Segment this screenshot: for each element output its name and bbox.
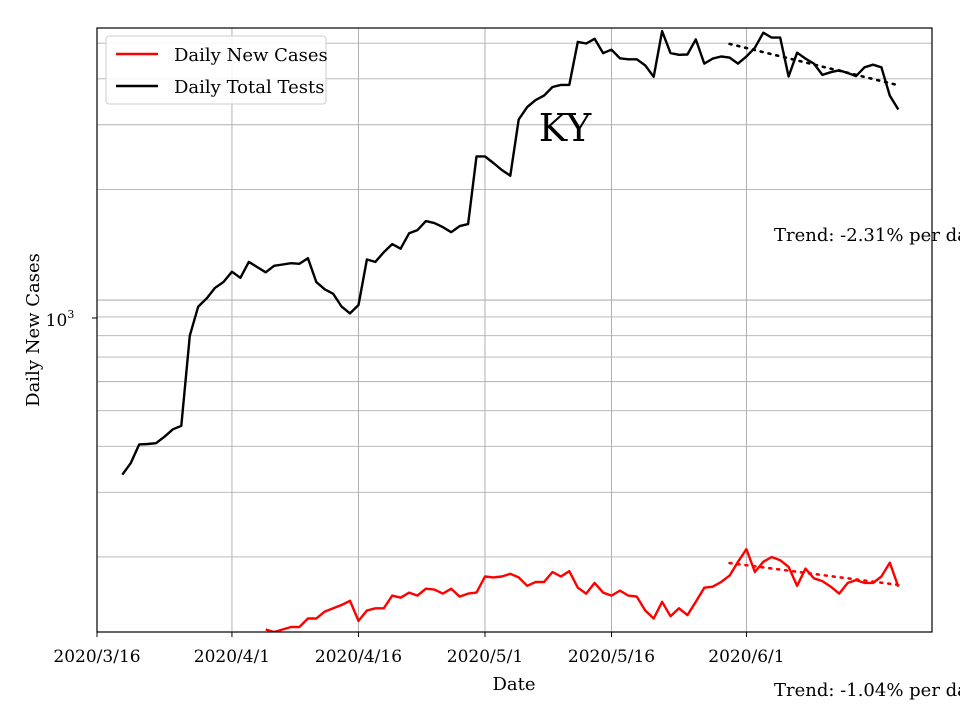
trend-line-tests	[728, 42, 900, 87]
x-tick-label: 2020/6/1	[708, 647, 784, 667]
trend-label-tests: Trend: -2.31% per day	[774, 225, 960, 246]
chart-title: KY	[539, 106, 592, 150]
x-tick-label: 2020/4/16	[315, 647, 402, 667]
data-lines	[121, 30, 900, 632]
x-axis-label: Date	[492, 674, 535, 695]
x-tick-label: 2020/5/16	[568, 647, 655, 667]
trend-line-cases	[728, 561, 900, 587]
grid-lines	[96, 28, 932, 632]
y-axis-label: Daily New Cases	[23, 253, 44, 407]
y-axis: 103	[46, 308, 97, 331]
legend-box	[105, 35, 327, 105]
x-tick-label: 2020/3/16	[53, 647, 140, 667]
y-tick-label: 103	[46, 308, 75, 331]
legend-label-tests: Daily Total Tests	[174, 77, 324, 98]
plot-frame	[96, 27, 933, 633]
series-line-tests	[121, 30, 900, 476]
legend: Daily New Cases Daily Total Tests	[105, 35, 328, 105]
x-tick-label: 2020/5/1	[447, 647, 523, 667]
x-axis: 2020/3/16 2020/4/1 2020/4/16 2020/5/1 2020/5…	[53, 632, 785, 667]
trend-label-cases: Trend: -1.04% per day	[774, 680, 960, 701]
x-tick-label: 2020/4/1	[194, 647, 270, 667]
series-line-cases	[265, 548, 900, 632]
legend-label-cases: Daily New Cases	[174, 45, 328, 66]
